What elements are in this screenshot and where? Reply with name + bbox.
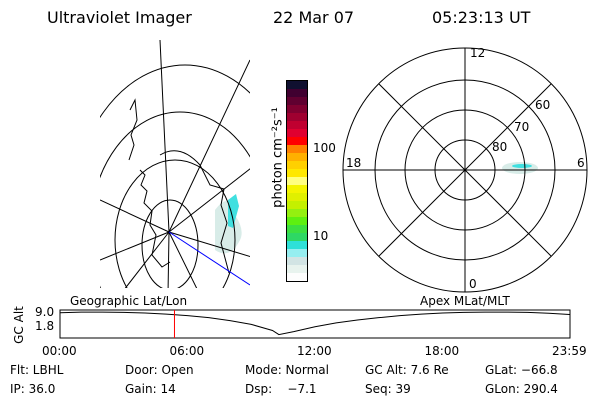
colorbar-segment [287,241,307,249]
mlt-label-18: 18 [346,156,362,170]
colorbar-segment [287,249,307,257]
colorbar-segment [287,201,307,209]
colorbar-segment [287,225,307,233]
x-tick-label: 12:00 [297,344,332,358]
status-field: Mode: Normal [245,363,329,377]
status-field: GLon: 290.4 [485,382,558,396]
colorbar-segment [287,153,307,161]
colorbar-segment [287,161,307,169]
colorbar-segment [287,105,307,113]
right-caption: Apex MLat/MLT [420,294,510,308]
status-field: Door: Open [125,363,194,377]
colorbar-segment [287,113,307,121]
status-field: GLat: −66.8 [485,363,558,377]
colorbar-segment [287,121,307,129]
status-field: Flt: LBHL [10,363,64,377]
colorbar-segment [287,217,307,225]
colorbar-segment [287,145,307,153]
colorbar-segment [287,233,307,241]
colorbar-tick-100: 100 [313,141,336,155]
status-field: Gain: 14 [125,382,176,396]
time-label: 05:23:13 UT [432,8,531,27]
colorbar-segment [287,273,307,281]
status-field: Dsp: −7.1 [245,382,317,396]
colorbar-segment [287,97,307,105]
colorbar-segment [287,257,307,265]
x-tick-label: 18:00 [424,344,460,358]
y-tick-9: 9.0 [35,305,55,319]
status-field: GC Alt: 7.6 Re [365,363,449,377]
date-label: 22 Mar 07 [273,8,355,27]
colorbar [286,80,308,282]
colorbar-segment [287,209,307,217]
lat-label-70: 70 [514,120,530,134]
mlt-label-0: 0 [469,277,477,291]
lat-label-60: 60 [535,98,551,112]
instrument-title: Ultraviolet Imager [47,8,192,27]
colorbar-segment [287,169,307,177]
altitude-line [59,311,570,336]
colorbar-segment [287,81,307,89]
colorbar-segment [287,193,307,201]
x-tick-label: 23:59 [552,344,587,358]
colorbar-tick-10: 10 [313,229,329,243]
lat-label-80: 80 [492,140,508,154]
x-tick-label: 00:00 [42,344,77,358]
status-field: Seq: 39 [365,382,411,396]
colorbar-segment [287,265,307,273]
colorbar-segment [287,185,307,193]
mlt-label-6: 6 [577,156,585,170]
mlt-label-12: 12 [470,46,486,60]
y-tick-1.8: 1.8 [35,319,55,333]
x-tick-label: 06:00 [169,344,205,358]
colorbar-segment [287,177,307,185]
colorbar-segment [287,137,307,145]
colorbar-segment [287,129,307,137]
colorbar-segment [287,89,307,97]
left-caption: Geographic Lat/Lon [70,294,188,308]
status-field: IP: 36.0 [10,382,56,396]
plot-frame [59,309,571,339]
